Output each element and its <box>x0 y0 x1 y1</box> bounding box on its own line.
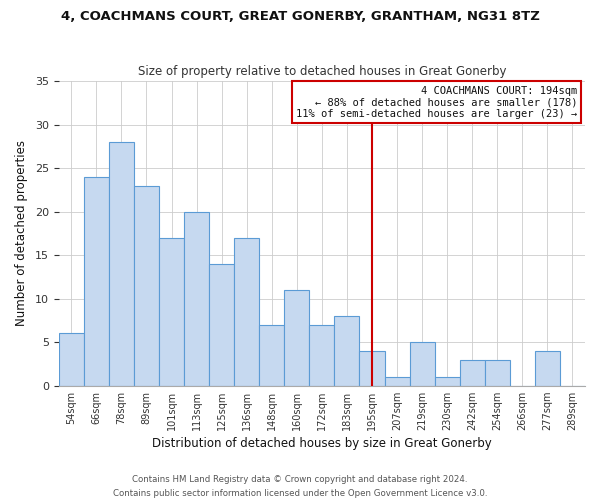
Bar <box>109 142 134 386</box>
Bar <box>385 377 410 386</box>
Bar <box>209 264 234 386</box>
Bar <box>184 212 209 386</box>
Bar <box>334 316 359 386</box>
Bar <box>59 334 84 386</box>
Bar <box>159 238 184 386</box>
Bar <box>310 325 334 386</box>
Bar <box>359 351 385 386</box>
Text: 4 COACHMANS COURT: 194sqm
← 88% of detached houses are smaller (178)
11% of semi: 4 COACHMANS COURT: 194sqm ← 88% of detac… <box>296 86 577 119</box>
Bar <box>284 290 310 386</box>
Bar <box>84 177 109 386</box>
Bar <box>259 325 284 386</box>
Bar <box>234 238 259 386</box>
Title: Size of property relative to detached houses in Great Gonerby: Size of property relative to detached ho… <box>137 66 506 78</box>
Bar <box>410 342 434 386</box>
Bar <box>485 360 510 386</box>
Bar <box>460 360 485 386</box>
Text: Contains HM Land Registry data © Crown copyright and database right 2024.
Contai: Contains HM Land Registry data © Crown c… <box>113 476 487 498</box>
Bar <box>434 377 460 386</box>
X-axis label: Distribution of detached houses by size in Great Gonerby: Distribution of detached houses by size … <box>152 437 492 450</box>
Text: 4, COACHMANS COURT, GREAT GONERBY, GRANTHAM, NG31 8TZ: 4, COACHMANS COURT, GREAT GONERBY, GRANT… <box>61 10 539 23</box>
Bar <box>535 351 560 386</box>
Y-axis label: Number of detached properties: Number of detached properties <box>15 140 28 326</box>
Bar <box>134 186 159 386</box>
